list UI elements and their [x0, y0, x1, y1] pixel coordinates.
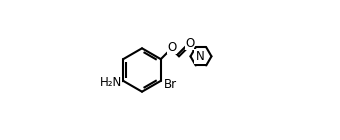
Text: O: O [185, 37, 194, 50]
Text: O: O [167, 41, 176, 54]
Text: Br: Br [164, 78, 177, 91]
Text: N: N [195, 50, 204, 63]
Text: H₂N: H₂N [100, 76, 122, 89]
